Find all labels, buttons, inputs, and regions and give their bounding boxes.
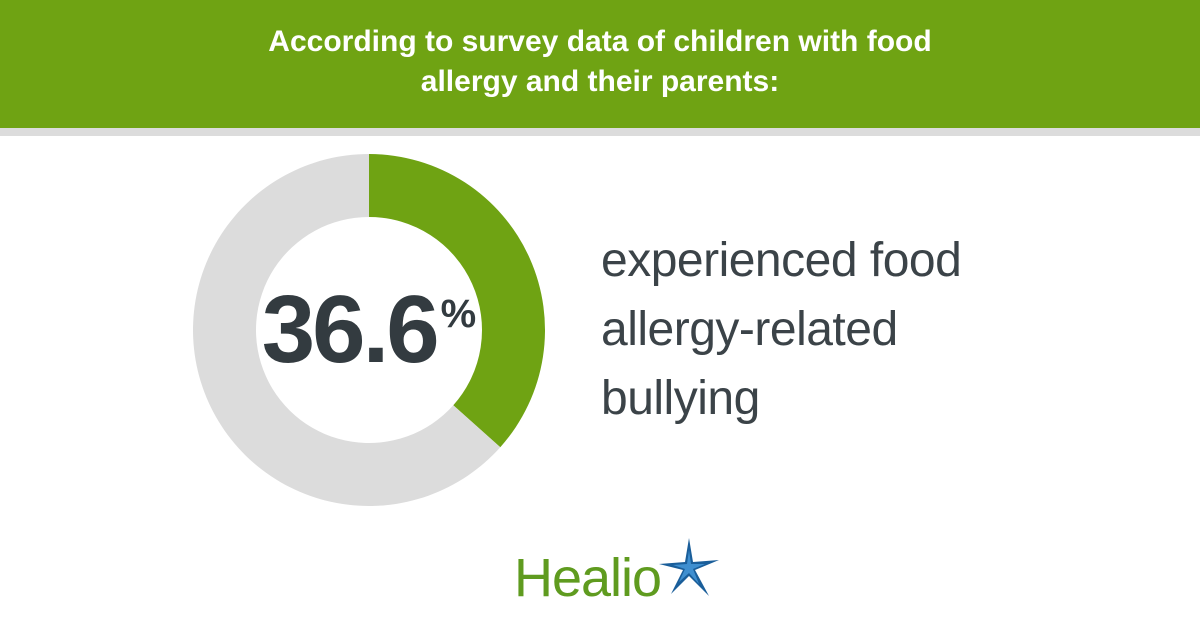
header-divider — [0, 128, 1200, 136]
header-title: According to survey data of children wit… — [220, 22, 980, 102]
stat-description: experienced food allergy-related bullyin… — [601, 226, 1021, 433]
header-banner: According to survey data of children wit… — [0, 0, 1200, 128]
stat-unit: % — [441, 294, 477, 334]
star-burst-icon — [659, 538, 719, 598]
logo-wordmark: Healio — [514, 548, 661, 608]
donut-chart: 36.6 % — [193, 154, 545, 506]
stat-value: 36.6 % — [193, 154, 545, 506]
healio-logo: Healio — [514, 538, 724, 608]
stat-number: 36.6 — [262, 282, 437, 378]
